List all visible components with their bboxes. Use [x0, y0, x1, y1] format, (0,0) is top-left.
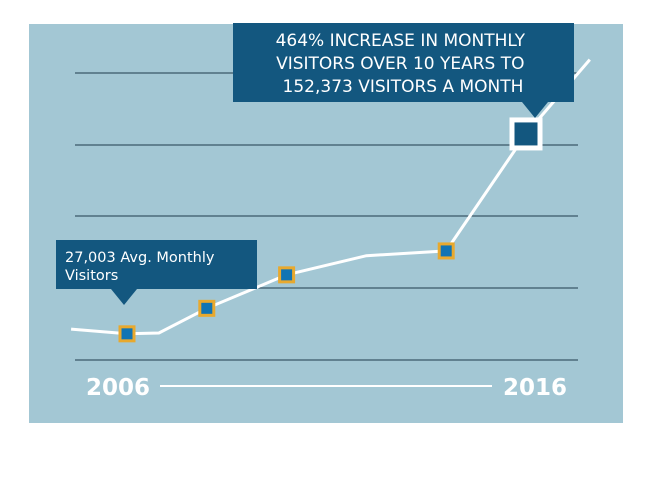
markers — [118, 117, 543, 343]
x-tick-label-2016: 2016 — [503, 375, 567, 401]
increase-callout: 464% INCREASE IN MONTHLY VISITORS OVER 1… — [233, 23, 574, 118]
increase-callout-line-1: 464% INCREASE IN MONTHLY — [276, 31, 526, 51]
data-point-marker — [278, 266, 296, 284]
increase-callout-pointer — [522, 102, 548, 118]
x-tick-label-2006: 2006 — [86, 375, 150, 401]
start-callout-text: 27,003 Avg. Monthly Visitors — [65, 250, 219, 284]
increase-callout-line-2: VISITORS OVER 10 YEARS TO — [276, 54, 524, 74]
start-callout-line-1: 27,003 Avg. Monthly — [65, 250, 215, 266]
data-point-marker — [198, 299, 216, 317]
start-callout-line-2: Visitors — [65, 268, 118, 284]
x-axis: 2006 2016 — [86, 375, 567, 401]
increase-callout-line-3: 152,373 VISITORS A MONTH — [283, 77, 524, 97]
data-point-marker — [118, 325, 136, 343]
data-point-marker — [437, 242, 455, 260]
start-value-callout: 27,003 Avg. Monthly Visitors — [56, 240, 257, 305]
start-callout-pointer — [111, 289, 137, 305]
start-callout-box — [56, 240, 257, 289]
increase-callout-box — [233, 23, 574, 102]
data-point-marker-highlight — [509, 117, 543, 151]
increase-callout-text: 464% INCREASE IN MONTHLY VISITORS OVER 1… — [276, 31, 531, 97]
